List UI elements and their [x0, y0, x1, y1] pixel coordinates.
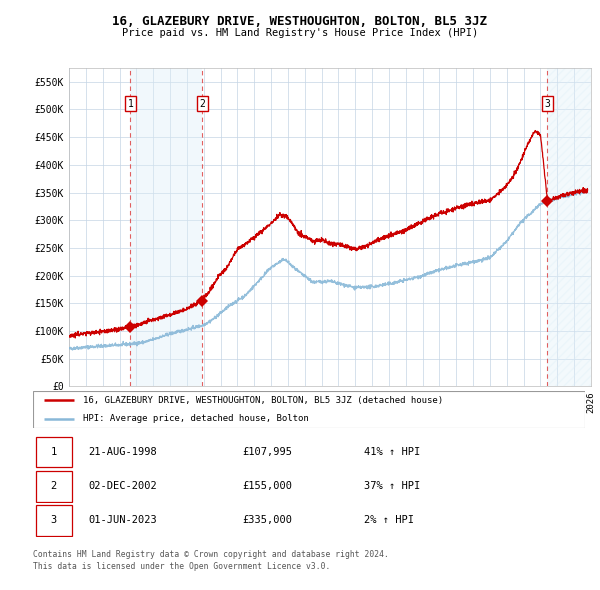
Text: 37% ↑ HPI: 37% ↑ HPI — [364, 481, 421, 491]
Text: 16, GLAZEBURY DRIVE, WESTHOUGHTON, BOLTON, BL5 3JZ (detached house): 16, GLAZEBURY DRIVE, WESTHOUGHTON, BOLTO… — [83, 396, 443, 405]
FancyBboxPatch shape — [36, 471, 71, 502]
Text: £155,000: £155,000 — [243, 481, 293, 491]
Text: £107,995: £107,995 — [243, 447, 293, 457]
Text: 3: 3 — [545, 99, 550, 109]
Text: This data is licensed under the Open Government Licence v3.0.: This data is licensed under the Open Gov… — [33, 562, 331, 571]
Bar — [130, 68, 202, 386]
Bar — [547, 68, 591, 386]
Text: 2% ↑ HPI: 2% ↑ HPI — [364, 516, 414, 525]
Text: 01-JUN-2023: 01-JUN-2023 — [88, 516, 157, 525]
Text: 02-DEC-2002: 02-DEC-2002 — [88, 481, 157, 491]
Text: 1: 1 — [50, 447, 56, 457]
Text: 2: 2 — [50, 481, 56, 491]
Text: £335,000: £335,000 — [243, 516, 293, 525]
Text: Contains HM Land Registry data © Crown copyright and database right 2024.: Contains HM Land Registry data © Crown c… — [33, 550, 389, 559]
FancyBboxPatch shape — [36, 437, 71, 467]
Text: 3: 3 — [50, 516, 56, 525]
Text: 1: 1 — [127, 99, 133, 109]
FancyBboxPatch shape — [36, 505, 71, 536]
Text: 16, GLAZEBURY DRIVE, WESTHOUGHTON, BOLTON, BL5 3JZ: 16, GLAZEBURY DRIVE, WESTHOUGHTON, BOLTO… — [113, 15, 487, 28]
Text: 21-AUG-1998: 21-AUG-1998 — [88, 447, 157, 457]
Text: Price paid vs. HM Land Registry's House Price Index (HPI): Price paid vs. HM Land Registry's House … — [122, 28, 478, 38]
Text: 2: 2 — [199, 99, 205, 109]
Text: 41% ↑ HPI: 41% ↑ HPI — [364, 447, 421, 457]
Text: HPI: Average price, detached house, Bolton: HPI: Average price, detached house, Bolt… — [83, 414, 308, 423]
